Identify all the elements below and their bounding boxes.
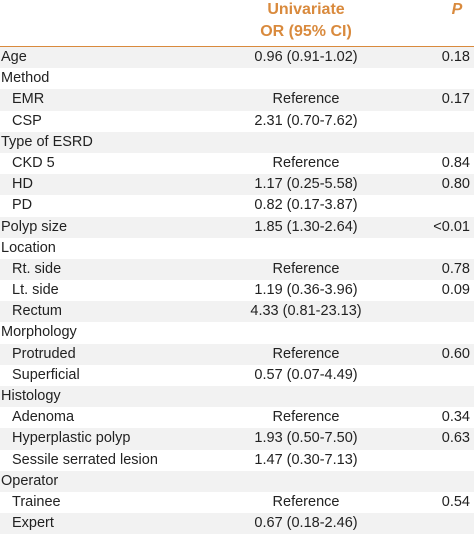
table-row: Location: [0, 238, 474, 259]
odds-ratio-value: 2.31 (0.70-7.62): [254, 112, 358, 129]
row-label: Sessile serrated lesion: [12, 451, 158, 468]
table-row: Method: [0, 68, 474, 89]
table-row: Trainee Reference 0.54: [0, 492, 474, 513]
table-row: Operator: [0, 470, 474, 492]
odds-ratio-value: Reference: [272, 409, 340, 426]
table-row: Adenoma Reference 0.34: [0, 407, 474, 428]
header-divider: [0, 46, 474, 47]
p-value: 0.34: [441, 409, 470, 426]
table-row: Morphology: [0, 322, 474, 343]
table-row: CKD 5 Reference 0.84: [0, 153, 474, 174]
table-row: Protruded Reference 0.60: [0, 343, 474, 365]
row-label: Age: [1, 49, 27, 65]
row-label: Location: [1, 239, 56, 256]
row-label: Trainee: [12, 493, 61, 510]
odds-ratio-value: 0.57 (0.07-4.49): [254, 366, 358, 383]
row-label: Adenoma: [12, 409, 75, 426]
table-row: CSP 2.31 (0.70-7.62): [0, 111, 474, 132]
row-label: EMR: [12, 91, 45, 108]
p-value: 0.63: [441, 430, 470, 447]
odds-ratio-value: 1.93 (0.50-7.50): [254, 430, 358, 447]
odds-ratio-value: 0.96 (0.91-1.02): [254, 49, 358, 65]
p-value: 0.17: [441, 91, 470, 108]
p-value: 0.09: [441, 282, 470, 299]
row-label: Protruded: [12, 345, 76, 362]
row-label: Histology: [1, 388, 61, 404]
row-label: CSP: [12, 112, 42, 129]
table-row: Expert 0.67 (0.18-2.46): [0, 513, 474, 534]
odds-ratio-value: Reference: [272, 91, 340, 108]
p-value: 0.84: [441, 154, 470, 171]
table-row: Sessile serrated lesion 1.47 (0.30-7.13): [0, 450, 474, 471]
table-row: PD 0.82 (0.17-3.87): [0, 195, 474, 216]
table-body: Age 0.96 (0.91-1.02) 0.18 Method EMR Referenc…: [0, 47, 474, 534]
odds-ratio-value: 1.47 (0.30-7.13): [254, 451, 358, 468]
row-label: Rectum: [12, 303, 62, 320]
table-row: HD 1.17 (0.25-5.58) 0.80: [0, 174, 474, 196]
p-value: 0.60: [441, 345, 470, 362]
p-value: <0.01: [433, 218, 470, 235]
odds-ratio-value: 0.82 (0.17-3.87): [254, 197, 358, 214]
p-column-header: P: [451, 1, 463, 18]
or-column-header-line2: OR (95% CI): [260, 23, 352, 40]
row-label: Lt. side: [12, 282, 59, 299]
table-row: Hyperplastic polyp 1.93 (0.50-7.50) 0.63: [0, 428, 474, 450]
row-label: Morphology: [1, 324, 77, 341]
p-value: 0.78: [441, 260, 470, 277]
odds-ratio-value: 0.67 (0.18-2.46): [254, 515, 358, 532]
row-label: PD: [12, 197, 33, 214]
table-row: Lt. side 1.19 (0.36-3.96) 0.09: [0, 280, 474, 301]
row-label: Rt. side: [12, 260, 62, 277]
row-label: Superficial: [12, 366, 80, 383]
table-row: Age 0.96 (0.91-1.02) 0.18: [0, 47, 474, 69]
table-row: Superficial 0.57 (0.07-4.49): [0, 365, 474, 386]
or-column-header-line1: Univariate: [267, 1, 345, 18]
row-label: Polyp size: [1, 218, 68, 235]
odds-ratio-value: Reference: [272, 260, 340, 277]
odds-ratio-value: Reference: [272, 154, 340, 171]
table-row: Histology: [0, 386, 474, 408]
row-label: HD: [12, 176, 33, 193]
row-label: Hyperplastic polyp: [12, 430, 131, 447]
table-header: Univariate OR (95% CI) P: [0, 0, 474, 46]
odds-ratio-value: 1.85 (1.30-2.64): [254, 218, 358, 235]
odds-ratio-value: Reference: [272, 345, 340, 362]
p-value: 0.18: [441, 49, 470, 65]
table-row: Polyp size 1.85 (1.30-2.64) <0.01: [0, 216, 474, 238]
row-label: CKD 5: [12, 154, 55, 171]
table-row: Rectum 4.33 (0.81-23.13): [0, 301, 474, 323]
table-row: EMR Reference 0.17: [0, 89, 474, 111]
odds-ratio-value: Reference: [272, 493, 340, 510]
row-label: Method: [1, 70, 50, 87]
odds-ratio-value: 1.19 (0.36-3.96): [254, 282, 358, 299]
odds-ratio-value: 1.17 (0.25-5.58): [254, 176, 358, 193]
row-label: Type of ESRD: [1, 133, 93, 150]
row-label: Expert: [12, 515, 54, 532]
p-value: 0.54: [441, 493, 470, 510]
p-value: 0.80: [441, 176, 470, 193]
table-row: Type of ESRD: [0, 131, 474, 153]
row-label: Operator: [1, 472, 59, 489]
odds-ratio-value: 4.33 (0.81-23.13): [250, 303, 362, 320]
table-row: Rt. side Reference 0.78: [0, 258, 474, 281]
